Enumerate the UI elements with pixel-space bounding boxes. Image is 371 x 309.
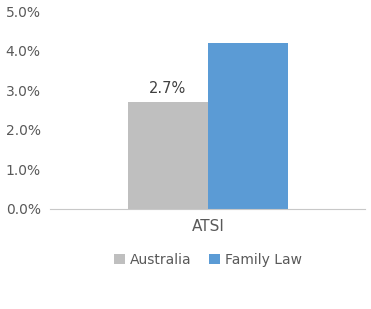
Legend: Australia, Family Law: Australia, Family Law — [108, 247, 308, 272]
Text: 2.7%: 2.7% — [149, 81, 187, 96]
Bar — [208, 43, 288, 209]
Bar — [128, 102, 208, 209]
